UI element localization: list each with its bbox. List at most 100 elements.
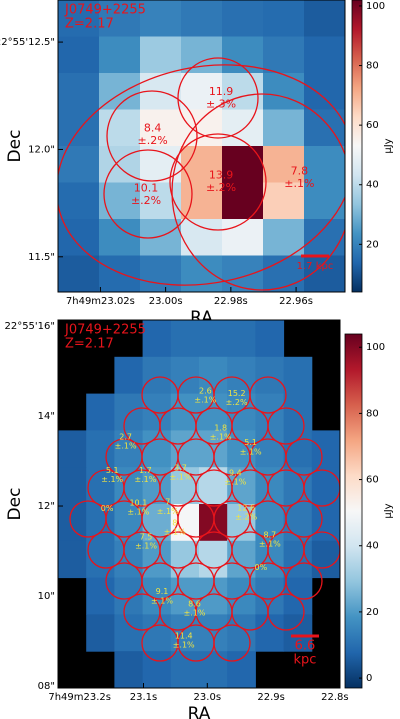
heatmap-cell bbox=[181, 73, 223, 110]
region-value: 5.1 bbox=[244, 438, 257, 447]
y-tick-label: 11.5" bbox=[28, 252, 55, 263]
heatmap-cell bbox=[222, 0, 264, 37]
heatmap-cell bbox=[170, 393, 200, 431]
region-error: ±.1% bbox=[101, 475, 123, 484]
x-tick-label: 7h49m23.2s bbox=[48, 692, 111, 703]
y-axis-label: Dec bbox=[5, 130, 25, 163]
colorbar-tick-label: 100 bbox=[366, 342, 385, 353]
heatmap-cell bbox=[142, 356, 172, 395]
heatmap-cell bbox=[304, 0, 345, 37]
region-value: 12.6 bbox=[237, 503, 255, 512]
heatmap-cell bbox=[86, 393, 115, 431]
heatmap-cell bbox=[114, 651, 144, 688]
region-value: 7.5 bbox=[140, 532, 153, 541]
heatmap-cell bbox=[86, 577, 115, 615]
heatmap-cell bbox=[222, 146, 264, 183]
aperture bbox=[106, 90, 198, 182]
region-value: 7.8 bbox=[291, 164, 309, 177]
colorbar-tick-label: 40 bbox=[366, 541, 379, 552]
heatmap-cell bbox=[170, 467, 200, 505]
region-value: 5.1 bbox=[106, 466, 119, 475]
x-tick-label: 23.00s bbox=[149, 296, 183, 307]
colorbar-tick-label: 40 bbox=[366, 180, 379, 191]
heatmap-cell bbox=[199, 540, 228, 579]
colorbar-tick-label: 100 bbox=[366, 1, 385, 12]
heatmap-cell bbox=[58, 36, 100, 74]
heatmap-cell bbox=[263, 182, 305, 220]
heatmap-cell bbox=[86, 614, 115, 652]
heatmap-cell bbox=[263, 0, 305, 37]
heatmap-cell bbox=[283, 614, 313, 652]
heatmap-cell bbox=[142, 577, 172, 615]
heatmap-cell bbox=[114, 540, 144, 579]
heatmap-cell bbox=[304, 146, 345, 183]
target-label: Z=2.17 bbox=[65, 17, 114, 32]
target-label: J0749+2255 bbox=[64, 323, 146, 338]
heatmap-cell bbox=[255, 320, 285, 358]
region-error: ±.1% bbox=[135, 541, 157, 550]
heatmap-cell bbox=[99, 255, 141, 292]
heatmap-cell bbox=[181, 36, 223, 74]
heatmap-cell bbox=[222, 255, 264, 292]
target-label: Z=2.17 bbox=[65, 337, 114, 352]
heatmap-cell bbox=[99, 182, 141, 220]
heatmap-cell bbox=[227, 320, 256, 358]
y-axis-label: Dec bbox=[5, 488, 25, 521]
heatmap-cell bbox=[114, 614, 144, 652]
region-error: ±.2% bbox=[137, 134, 167, 147]
y-tick-label: 12" bbox=[38, 501, 55, 512]
aperture bbox=[177, 57, 259, 139]
heatmap-cell bbox=[114, 356, 144, 395]
region-value: 15.2 bbox=[228, 389, 246, 398]
heatmap-cell bbox=[311, 467, 340, 505]
heatmap-cell bbox=[181, 146, 223, 183]
heatmap-cell bbox=[140, 109, 182, 147]
region-error: ±.1% bbox=[224, 477, 246, 486]
region-value: 7 bbox=[165, 498, 170, 507]
heatmap-cell bbox=[263, 109, 305, 147]
heatmap-cell bbox=[170, 430, 200, 468]
plot-frame bbox=[57, 319, 341, 689]
region-value: 11.4 bbox=[175, 631, 193, 640]
region-error: ±.1% bbox=[210, 432, 232, 441]
region-error: ±.1% bbox=[115, 441, 137, 450]
heatmap-cell bbox=[114, 504, 144, 542]
heatmap-cell bbox=[140, 0, 182, 37]
region-error: ±.1% bbox=[157, 507, 179, 516]
colorbar-tick-label: 0 bbox=[366, 673, 372, 684]
aperture bbox=[171, 93, 345, 291]
heatmap-cell bbox=[255, 540, 285, 579]
region-error: ±.1% bbox=[240, 447, 262, 456]
region-error: ±.1% bbox=[151, 596, 173, 605]
region-error: ±.1% bbox=[127, 508, 149, 517]
colorbar-tick-label: 20 bbox=[366, 239, 379, 250]
region-value: 10.1 bbox=[129, 498, 147, 507]
region-value: 3.7 bbox=[174, 463, 187, 472]
heatmap-cell bbox=[58, 467, 87, 505]
heatmap-cell bbox=[199, 651, 228, 688]
heatmap-cell bbox=[114, 467, 144, 505]
region-error: ±.1% bbox=[284, 177, 314, 190]
region-value: 8 bbox=[172, 518, 177, 527]
region-error: ±.1% bbox=[170, 473, 192, 482]
region-error: ±.2% bbox=[226, 398, 248, 407]
region-error: ±.2% bbox=[206, 181, 236, 194]
aperture bbox=[267, 593, 305, 631]
aperture bbox=[169, 133, 267, 231]
region-value: 8.4 bbox=[144, 121, 162, 134]
y-tick-label: 22°55'12.5" bbox=[0, 37, 55, 48]
colorbar bbox=[351, 0, 363, 293]
heatmap-cell bbox=[263, 255, 305, 292]
heatmap-cell bbox=[58, 540, 87, 579]
aperture bbox=[285, 562, 323, 600]
region-error: ±.1% bbox=[164, 527, 186, 536]
heatmap bbox=[58, 320, 340, 688]
region-value: 8.6 bbox=[188, 599, 201, 608]
region-error: ±.1% bbox=[184, 609, 206, 618]
heatmap-cell bbox=[311, 504, 340, 542]
heatmap-cell bbox=[114, 430, 144, 468]
region-value: 1.8 bbox=[214, 423, 227, 432]
heatmap-cell bbox=[263, 36, 305, 74]
heatmap-cell bbox=[304, 73, 345, 110]
y-tick-label: 10" bbox=[38, 591, 55, 602]
